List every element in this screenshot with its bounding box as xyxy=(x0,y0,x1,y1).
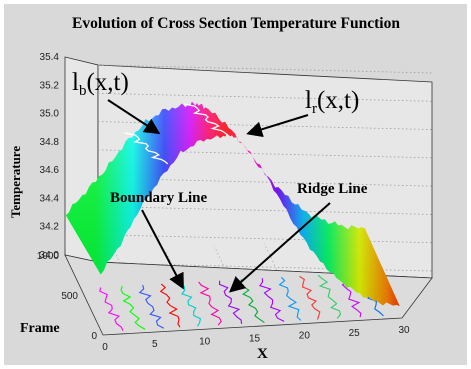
temperature-surface xyxy=(65,101,400,307)
z-tick-label: 34.6 xyxy=(40,165,60,176)
x-tick-label: 10 xyxy=(199,336,211,347)
floor-trace-line xyxy=(218,280,243,324)
floor-trace-line xyxy=(299,275,321,320)
z-tick-label: 34.2 xyxy=(40,222,60,233)
boundary-line-label: Boundary Line xyxy=(110,190,207,206)
z-tick-label: 35.4 xyxy=(40,52,60,63)
boundary-curve-arrow xyxy=(107,99,161,135)
ridge-trace xyxy=(184,103,228,136)
z-axis-label: Temperature xyxy=(8,146,23,218)
floor-trace-line xyxy=(99,287,124,331)
z-tick-label: 35.2 xyxy=(40,80,60,91)
z-tick-label: 35.0 xyxy=(40,109,60,120)
surface-shading xyxy=(65,101,400,307)
ridge-curve-arrow xyxy=(246,114,309,138)
x-tick-label: 30 xyxy=(398,325,410,336)
z-tick-label: 34.8 xyxy=(40,137,60,148)
chart-title: Evolution of Cross Section Temperature F… xyxy=(72,15,400,32)
x-tick-label: 15 xyxy=(249,334,261,345)
annotations: lb(x,t) lr(x,t) Boundary Line Ridge Line xyxy=(72,69,368,293)
floor-trace-line xyxy=(120,286,146,330)
x-axis-label: X xyxy=(257,346,268,362)
y-tick-label: 0 xyxy=(91,331,97,342)
boundary-line-arrow xyxy=(141,209,184,290)
z-tick-label: 34.0 xyxy=(40,250,60,261)
floor-trace-line xyxy=(259,278,285,322)
boundary-curve-label: lb(x,t) xyxy=(72,69,129,99)
z-tick-label: 34.4 xyxy=(40,193,60,204)
floor-trace-line xyxy=(198,281,222,326)
boundary-trace xyxy=(124,132,169,165)
y-tick-label: 500 xyxy=(61,291,78,302)
y-tick-label: 1000 xyxy=(37,251,60,262)
x-axis-ticks: 0 5 10 15 20 25 30 xyxy=(102,325,410,353)
ridge-line-label: Ridge Line xyxy=(297,181,368,197)
z-axis-ticks: 34.0 34.2 34.4 34.6 34.8 35.0 35.2 35.4 xyxy=(40,52,60,261)
x-tick-label: 20 xyxy=(299,331,311,342)
ridge-line-arrow xyxy=(229,202,331,293)
x-tick-label: 0 xyxy=(102,342,108,353)
floor-trace-line xyxy=(159,283,181,328)
floor-trace-line xyxy=(138,284,165,329)
y-axis-label: Frame xyxy=(20,321,60,336)
floor-trace-line xyxy=(178,282,202,327)
floor-trace-line xyxy=(317,274,342,319)
floor-trace-line xyxy=(278,276,302,321)
y-axis-ticks: 0 500 1000 xyxy=(37,251,98,342)
x-tick-label: 25 xyxy=(349,328,361,339)
x-tick-label: 5 xyxy=(152,339,158,350)
